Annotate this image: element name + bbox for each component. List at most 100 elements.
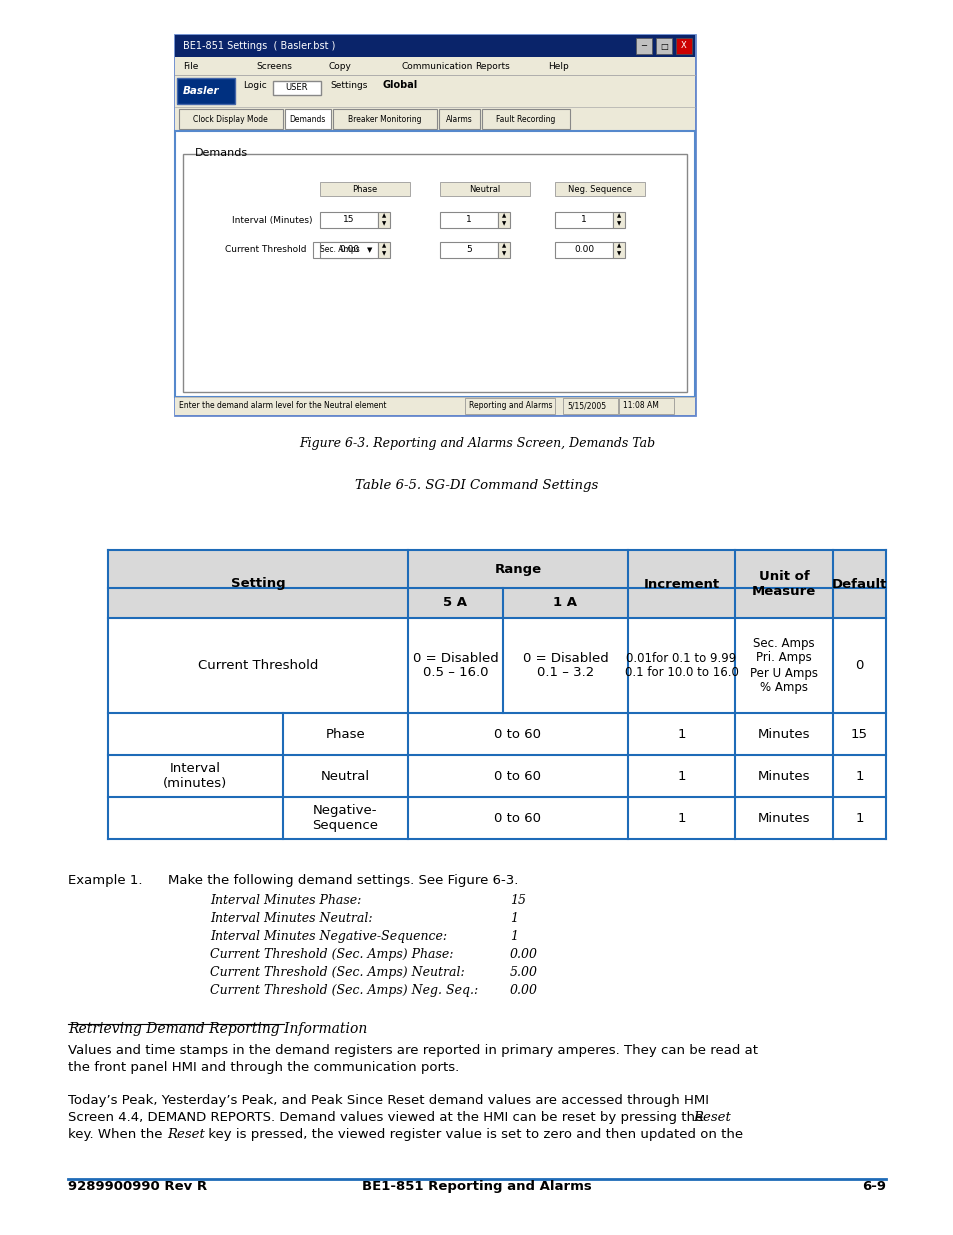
Text: ▲: ▲ xyxy=(617,243,620,248)
Text: 1: 1 xyxy=(677,811,685,825)
Text: Copy: Copy xyxy=(329,62,352,70)
FancyBboxPatch shape xyxy=(174,57,695,75)
Text: Enter the demand alarm level for the Neutral element: Enter the demand alarm level for the Neu… xyxy=(179,401,386,410)
FancyBboxPatch shape xyxy=(497,242,510,258)
FancyBboxPatch shape xyxy=(439,242,497,258)
FancyBboxPatch shape xyxy=(174,396,695,415)
Text: 5.00: 5.00 xyxy=(510,966,537,979)
Text: Demands: Demands xyxy=(194,148,248,158)
FancyBboxPatch shape xyxy=(174,107,695,131)
Text: Minutes: Minutes xyxy=(757,811,809,825)
Text: Phase: Phase xyxy=(325,727,365,741)
Text: −: − xyxy=(639,42,647,51)
FancyBboxPatch shape xyxy=(438,109,479,128)
Text: Interval Minutes Negative-Sequence:: Interval Minutes Negative-Sequence: xyxy=(210,930,447,944)
Text: 5/15/2005: 5/15/2005 xyxy=(566,401,605,410)
FancyBboxPatch shape xyxy=(108,550,885,618)
FancyBboxPatch shape xyxy=(497,212,510,228)
Text: Interval
(minutes): Interval (minutes) xyxy=(163,762,228,790)
Text: USER: USER xyxy=(286,84,308,93)
Text: 15: 15 xyxy=(850,727,867,741)
Text: Increment: Increment xyxy=(642,578,719,590)
FancyBboxPatch shape xyxy=(319,242,377,258)
FancyBboxPatch shape xyxy=(439,182,530,196)
Text: 6-9: 6-9 xyxy=(862,1179,885,1193)
FancyBboxPatch shape xyxy=(333,109,436,128)
Text: ▼: ▼ xyxy=(617,252,620,257)
Text: ▲: ▲ xyxy=(617,214,620,219)
Text: 0 = Disabled
0.5 – 16.0: 0 = Disabled 0.5 – 16.0 xyxy=(413,652,497,679)
FancyBboxPatch shape xyxy=(377,242,390,258)
Text: Reporting and Alarms: Reporting and Alarms xyxy=(469,401,552,410)
Text: □: □ xyxy=(659,42,667,51)
Text: Reset: Reset xyxy=(692,1112,730,1124)
Text: Help: Help xyxy=(547,62,568,70)
FancyBboxPatch shape xyxy=(319,182,410,196)
Text: 1: 1 xyxy=(677,727,685,741)
Text: Default: Default xyxy=(831,578,886,590)
Text: ▼: ▼ xyxy=(617,221,620,226)
Text: Example 1.: Example 1. xyxy=(68,874,142,887)
FancyBboxPatch shape xyxy=(177,78,234,104)
Text: Interval Minutes Phase:: Interval Minutes Phase: xyxy=(210,894,361,906)
Text: File: File xyxy=(183,62,198,70)
FancyBboxPatch shape xyxy=(174,35,695,57)
Text: 1: 1 xyxy=(510,911,517,925)
FancyBboxPatch shape xyxy=(439,212,497,228)
FancyBboxPatch shape xyxy=(174,75,695,107)
Text: 1: 1 xyxy=(510,930,517,944)
Text: 0 = Disabled
0.1 – 3.2: 0 = Disabled 0.1 – 3.2 xyxy=(522,652,608,679)
Text: Current Threshold (Sec. Amps) Neg. Seq.:: Current Threshold (Sec. Amps) Neg. Seq.: xyxy=(210,984,477,997)
FancyBboxPatch shape xyxy=(555,182,644,196)
Text: Make the following demand settings. See Figure 6-3.: Make the following demand settings. See … xyxy=(168,874,517,887)
FancyBboxPatch shape xyxy=(656,38,671,54)
Text: ▼: ▼ xyxy=(381,252,386,257)
Text: Breaker Monitoring: Breaker Monitoring xyxy=(348,115,421,124)
FancyBboxPatch shape xyxy=(613,212,624,228)
Text: 1: 1 xyxy=(854,769,862,783)
Text: Neutral: Neutral xyxy=(469,184,500,194)
Text: ▼: ▼ xyxy=(381,221,386,226)
FancyBboxPatch shape xyxy=(284,109,331,128)
Text: ▲: ▲ xyxy=(381,243,386,248)
FancyBboxPatch shape xyxy=(464,398,555,414)
FancyBboxPatch shape xyxy=(179,109,282,128)
FancyBboxPatch shape xyxy=(174,131,695,396)
Text: Clock Display Mode: Clock Display Mode xyxy=(193,115,268,124)
FancyBboxPatch shape xyxy=(555,242,613,258)
Text: key is pressed, the viewed register value is set to zero and then updated on the: key is pressed, the viewed register valu… xyxy=(204,1128,742,1141)
FancyBboxPatch shape xyxy=(555,212,613,228)
Text: Unit of
Measure: Unit of Measure xyxy=(751,571,815,598)
Text: ▲: ▲ xyxy=(501,214,506,219)
Text: Current Threshold (Sec. Amps) Phase:: Current Threshold (Sec. Amps) Phase: xyxy=(210,948,453,961)
Text: Retrieving Demand Reporting Information: Retrieving Demand Reporting Information xyxy=(68,1023,367,1036)
Text: 5: 5 xyxy=(466,246,472,254)
Text: 1: 1 xyxy=(580,215,586,225)
Text: Settings: Settings xyxy=(330,80,367,89)
Text: Reports: Reports xyxy=(475,62,509,70)
Text: 1: 1 xyxy=(466,215,472,225)
Text: Current Threshold (Sec. Amps) Neutral:: Current Threshold (Sec. Amps) Neutral: xyxy=(210,966,464,979)
FancyBboxPatch shape xyxy=(562,398,618,414)
FancyBboxPatch shape xyxy=(313,242,373,258)
Text: key. When the: key. When the xyxy=(68,1128,167,1141)
Text: 0.00: 0.00 xyxy=(338,246,358,254)
FancyBboxPatch shape xyxy=(613,242,624,258)
Text: 0: 0 xyxy=(855,659,862,672)
Text: Negative-
Sequence: Negative- Sequence xyxy=(313,804,378,832)
Text: 0.00: 0.00 xyxy=(510,984,537,997)
Text: the front panel HMI and through the communication ports.: the front panel HMI and through the comm… xyxy=(68,1061,458,1074)
FancyBboxPatch shape xyxy=(481,109,569,128)
Text: Neg. Sequence: Neg. Sequence xyxy=(567,184,631,194)
Text: 11:08 AM: 11:08 AM xyxy=(622,401,659,410)
Text: Values and time stamps in the demand registers are reported in primary amperes. : Values and time stamps in the demand reg… xyxy=(68,1044,758,1057)
Text: Communication: Communication xyxy=(401,62,473,70)
Text: Screen 4.4, DEMAND REPORTS. Demand values viewed at the HMI can be reset by pres: Screen 4.4, DEMAND REPORTS. Demand value… xyxy=(68,1112,707,1124)
Text: ▼: ▼ xyxy=(367,247,372,253)
Text: Setting: Setting xyxy=(231,578,285,590)
Text: Global: Global xyxy=(382,80,417,90)
Text: 5 A: 5 A xyxy=(443,597,467,610)
Text: 1: 1 xyxy=(677,769,685,783)
FancyBboxPatch shape xyxy=(618,398,673,414)
FancyBboxPatch shape xyxy=(183,154,686,391)
